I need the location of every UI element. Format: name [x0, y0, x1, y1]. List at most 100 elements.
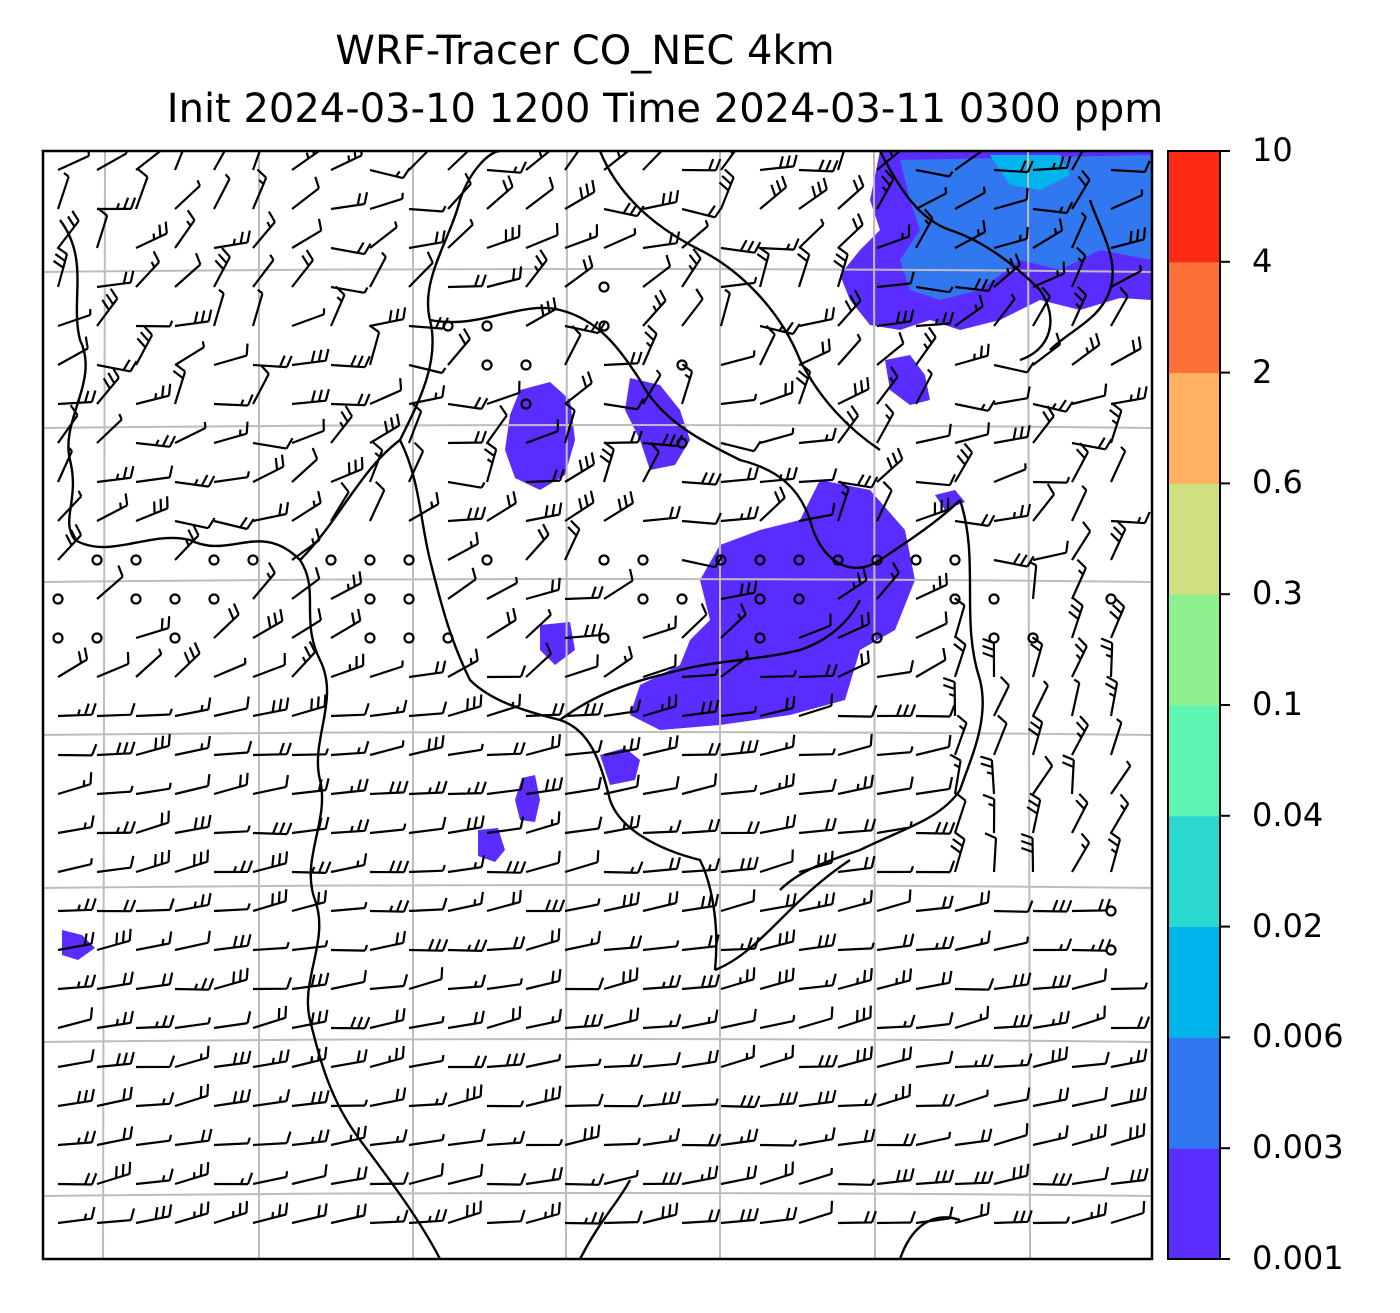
wind-barb — [915, 187, 948, 210]
wind-barb — [915, 935, 955, 952]
calm-circle — [832, 554, 844, 566]
wind-barb — [681, 158, 722, 172]
calm-markers — [52, 281, 1117, 956]
wind-barb — [408, 816, 447, 835]
wind-barb — [837, 611, 871, 640]
wind-barb — [96, 702, 136, 718]
wind-barb — [213, 343, 249, 367]
wind-barb — [954, 294, 984, 327]
wind-barb — [408, 385, 446, 406]
calm-circle — [988, 593, 1000, 605]
wind-barb — [1070, 558, 1087, 600]
wind-barb — [174, 735, 211, 757]
wind-barb — [599, 441, 615, 483]
wind-barb — [681, 699, 720, 718]
wind-barb — [525, 608, 552, 639]
wind-barb — [1109, 597, 1126, 639]
wind-barb — [291, 388, 330, 406]
wind-barb — [837, 968, 873, 991]
calm-circle — [91, 554, 103, 566]
calm-circle — [169, 593, 181, 605]
colorbar-tick-label: 0.003 — [1252, 1128, 1344, 1167]
wind-barb — [681, 1133, 722, 1147]
wind-barb — [681, 668, 719, 679]
wind-barb — [1070, 212, 1087, 249]
wind-barb — [369, 1008, 406, 1030]
colorbar-tick-label: 0.02 — [1252, 906, 1324, 945]
wind-barb — [408, 735, 445, 757]
calm-circle — [481, 554, 493, 566]
wind-barb — [96, 288, 119, 327]
wind-barb — [876, 659, 915, 679]
wind-barb — [642, 694, 678, 718]
wind-barb — [953, 792, 967, 834]
wind-barb — [525, 702, 565, 718]
wind-barb — [603, 1094, 644, 1108]
wind-barb — [564, 151, 580, 171]
wind-barb — [798, 502, 836, 523]
wind-barb — [330, 1099, 369, 1108]
wind-barb — [96, 651, 130, 679]
wind-barb — [369, 699, 408, 718]
wind-barb — [330, 393, 371, 407]
wind-barb — [564, 519, 581, 561]
wind-barb — [1110, 189, 1144, 211]
wind-barb — [213, 860, 254, 874]
wind-barb — [681, 472, 722, 486]
wind-barb — [252, 211, 276, 249]
wind-barb — [642, 654, 677, 679]
wind-barb — [642, 289, 667, 327]
wind-barb — [213, 1172, 254, 1186]
wind-barb — [953, 714, 968, 756]
colorbar-tick-label: 0.001 — [1252, 1239, 1344, 1277]
wind-barb — [564, 224, 598, 250]
wind-barb — [447, 1010, 485, 1030]
wind-barb — [213, 825, 251, 835]
wind-barb — [525, 502, 563, 523]
wind-barb — [330, 456, 364, 484]
wind-barb — [603, 202, 645, 218]
wind-barb — [837, 289, 862, 327]
wind-barb — [447, 274, 487, 289]
wind-barb — [1071, 485, 1088, 522]
wind-barb — [1032, 1125, 1069, 1147]
wind-barb — [720, 739, 759, 757]
wind-barb — [135, 1055, 176, 1069]
wind-barb — [876, 933, 915, 952]
wind-barb — [798, 468, 838, 484]
wind-barb — [408, 1092, 448, 1108]
wind-barb — [369, 860, 410, 874]
wind-barb — [213, 696, 250, 718]
plume-north-1 — [505, 382, 575, 490]
wind-barb — [330, 1203, 367, 1225]
wind-barb — [329, 285, 346, 327]
plume-south-3 — [478, 828, 505, 862]
wind-barb — [564, 1173, 605, 1186]
wind-barb — [486, 224, 521, 250]
wind-barb — [915, 776, 954, 796]
wind-barb — [720, 784, 758, 796]
wind-barb — [681, 219, 709, 249]
wind-barb — [876, 151, 902, 171]
calm-circle — [247, 554, 259, 566]
wind-barb — [1109, 402, 1123, 444]
wind-barb — [642, 940, 680, 952]
wind-barb — [876, 776, 914, 796]
wind-barb — [172, 363, 187, 405]
wind-barb — [369, 660, 404, 679]
wind-barb — [837, 213, 864, 249]
wind-barb — [915, 611, 948, 639]
wind-barb — [447, 939, 488, 952]
wind-barb — [954, 978, 995, 991]
wind-barb — [57, 390, 97, 406]
colorbar-tick-label: 4 — [1252, 241, 1273, 280]
wind-barb — [915, 860, 956, 874]
wind-barb — [993, 226, 1029, 250]
wind-barb — [486, 175, 514, 210]
colorbar-segment — [1168, 815, 1220, 928]
wind-barb — [135, 648, 163, 678]
wind-barb — [174, 1083, 210, 1108]
title-line-1: WRF-Tracer CO_NEC 4km — [335, 28, 835, 74]
wind-barb — [603, 645, 634, 678]
wind-barb — [174, 849, 209, 874]
